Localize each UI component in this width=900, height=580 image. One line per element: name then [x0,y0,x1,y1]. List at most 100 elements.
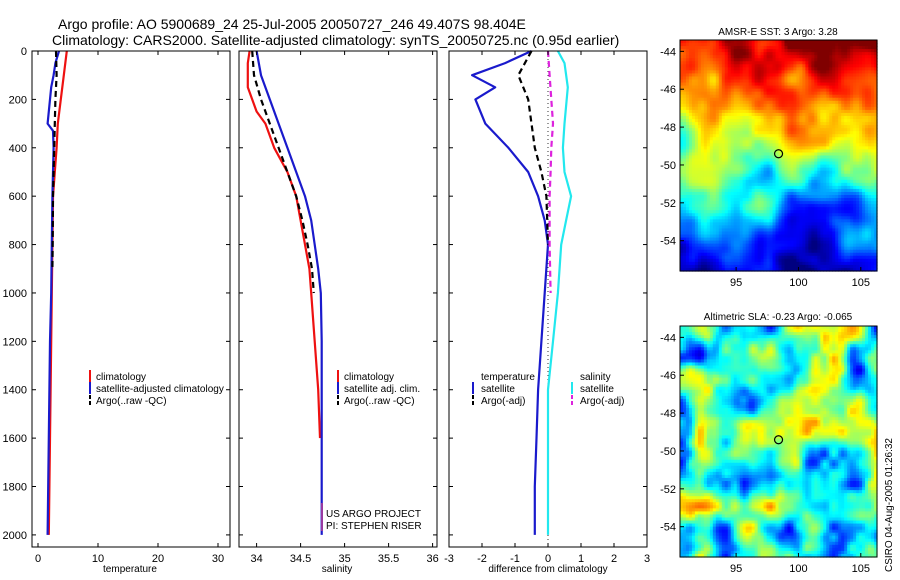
heatmap-cell [766,137,771,141]
heatmap-cell [715,255,720,260]
heatmap-cell [826,115,830,120]
heatmap-cell [688,158,693,163]
heatmap-cell [859,122,863,126]
heatmap-cell [862,188,866,193]
heatmap-cell [817,122,821,126]
heatmap-cell [805,64,809,68]
heatmap-cell [838,106,842,111]
heatmap-cell [751,173,756,178]
heatmap-cell [775,137,780,141]
heatmap-cell [712,243,717,248]
heatmap-cell [733,219,738,223]
heatmap-cell [847,64,851,68]
heatmap-cell [715,164,720,169]
heatmap-cell [703,240,708,245]
heatmap-cell [688,52,693,56]
heatmap-cell [745,140,750,144]
heatmap-cell [721,143,726,147]
heatmap-cell [721,125,726,129]
heatmap-cell [736,79,741,84]
heatmap-cell [820,125,824,129]
heatmap-cell [808,237,812,242]
heatmap-cell [757,134,762,138]
heatmap-cell [730,94,735,99]
heatmap-cell [685,179,690,184]
heatmap-cell [751,134,756,138]
heatmap-cell [787,152,792,157]
heatmap-cell [826,258,830,263]
heatmap-cell [850,106,854,111]
heatmap-cell [694,97,699,102]
heatmap-cell [787,237,792,242]
heatmap-cell [769,185,774,190]
heatmap-cell [748,170,753,175]
heatmap-cell [859,79,863,84]
heatmap-cell [748,85,753,90]
heatmap-cell [820,70,824,75]
heatmap-cell [730,246,735,251]
heatmap-cell [787,88,792,93]
heatmap-cell [796,246,800,251]
heatmap-cell [796,201,800,205]
heatmap-cell [766,176,771,181]
heatmap-cell [838,188,842,193]
heatmap-cell [841,106,845,111]
heatmap-cell [718,201,723,205]
heatmap-cell [823,210,827,214]
heatmap-cell [718,67,723,71]
heatmap-cell [697,255,702,260]
heatmap-cell [697,207,702,211]
heatmap-cell [817,40,821,44]
heatmap-cell [862,240,866,245]
heatmap-cell [817,152,821,157]
heatmap-cell [694,70,699,75]
heatmap-cell [853,88,857,93]
heatmap-cell [680,119,684,123]
heatmap-cell [727,216,732,220]
heatmap-cell [721,128,726,132]
heatmap-cell [760,76,765,81]
heatmap-cell [775,204,780,208]
heatmap-cell [847,79,851,84]
heatmap-cell [826,58,830,62]
heatmap-cell [772,97,777,102]
heatmap-cell [772,58,777,62]
heatmap-cell [757,173,762,178]
heatmap-cell [790,49,795,53]
heatmap-cell [841,134,845,138]
heatmap-cell [874,149,878,154]
heatmap-cell [715,210,720,214]
heatmap-cell [751,143,756,147]
heatmap-cell [844,85,848,90]
heatmap-cell [757,249,762,254]
heatmap-cell [727,64,732,68]
heatmap-cell [745,67,750,71]
heatmap-cell [691,219,696,223]
heatmap-cell [700,73,705,78]
heatmap-cell [730,40,735,44]
heatmap-cell [790,43,795,47]
heatmap-cell [724,237,729,242]
heatmap-cell [733,70,738,75]
heatmap-cell [862,167,866,172]
heatmap-cell [817,55,821,59]
heatmap-cell [691,112,696,117]
heatmap-cell [838,143,842,147]
heatmap-cell [868,67,872,71]
heatmap-cell [733,85,738,90]
heatmap-cell [685,234,690,239]
heatmap-cell [682,143,687,147]
heatmap-cell [823,40,827,44]
heatmap-cell [808,137,812,141]
heatmap-cell [838,55,842,59]
heatmap-cell [721,67,726,71]
heatmap-cell [805,146,809,151]
heatmap-cell [742,73,747,78]
heatmap-cell [853,61,857,65]
heatmap-cell [748,40,753,44]
heatmap-cell [724,106,729,111]
heatmap-cell [739,149,744,154]
heatmap-cell [739,243,744,248]
heatmap-cell [817,128,821,132]
heatmap-cell [781,240,786,245]
